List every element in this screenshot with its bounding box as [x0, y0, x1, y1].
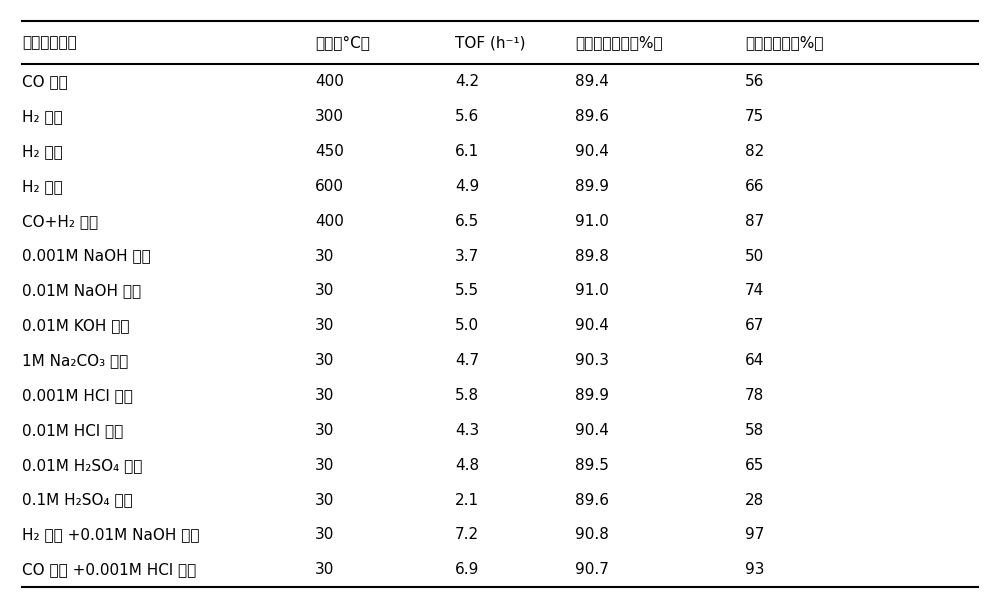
Text: 活性恢复方法: 活性恢复方法	[22, 35, 77, 50]
Text: 90.3: 90.3	[575, 353, 609, 368]
Text: 90.7: 90.7	[575, 563, 609, 577]
Text: 89.9: 89.9	[575, 179, 609, 194]
Text: 4.3: 4.3	[455, 423, 479, 438]
Text: 0.01M KOH 碱洗: 0.01M KOH 碱洗	[22, 319, 130, 333]
Text: 58: 58	[745, 423, 764, 438]
Text: 温度（°C）: 温度（°C）	[315, 35, 370, 50]
Text: CO 还原: CO 还原	[22, 75, 68, 89]
Text: 4.2: 4.2	[455, 75, 479, 89]
Text: 0.01M HCl 酸洗: 0.01M HCl 酸洗	[22, 423, 123, 438]
Text: 6.9: 6.9	[455, 563, 479, 577]
Text: 90.8: 90.8	[575, 528, 609, 542]
Text: H₂ 还原: H₂ 还原	[22, 109, 63, 124]
Text: 89.8: 89.8	[575, 249, 609, 263]
Text: 50: 50	[745, 249, 764, 263]
Text: 90.4: 90.4	[575, 144, 609, 159]
Text: 66: 66	[745, 179, 765, 194]
Text: 30: 30	[315, 319, 334, 333]
Text: 30: 30	[315, 388, 334, 403]
Text: 90.4: 90.4	[575, 423, 609, 438]
Text: 6.1: 6.1	[455, 144, 479, 159]
Text: 5.5: 5.5	[455, 284, 479, 298]
Text: 5.8: 5.8	[455, 388, 479, 403]
Text: 0.01M NaOH 碱洗: 0.01M NaOH 碱洗	[22, 284, 141, 298]
Text: 30: 30	[315, 284, 334, 298]
Text: 67: 67	[745, 319, 764, 333]
Text: 74: 74	[745, 284, 764, 298]
Text: 91.0: 91.0	[575, 284, 609, 298]
Text: 89.6: 89.6	[575, 493, 609, 507]
Text: 91.0: 91.0	[575, 214, 609, 228]
Text: 30: 30	[315, 423, 334, 438]
Text: 450: 450	[315, 144, 344, 159]
Text: 90.4: 90.4	[575, 319, 609, 333]
Text: 30: 30	[315, 353, 334, 368]
Text: 82: 82	[745, 144, 764, 159]
Text: 64: 64	[745, 353, 764, 368]
Text: 活性恢复率（%）: 活性恢复率（%）	[745, 35, 824, 50]
Text: 0.001M HCl 酸洗: 0.001M HCl 酸洗	[22, 388, 133, 403]
Text: H₂ 还原 +0.01M NaOH 碱洗: H₂ 还原 +0.01M NaOH 碱洗	[22, 528, 200, 542]
Text: 87: 87	[745, 214, 764, 228]
Text: 30: 30	[315, 249, 334, 263]
Text: 400: 400	[315, 75, 344, 89]
Text: 30: 30	[315, 458, 334, 472]
Text: 89.9: 89.9	[575, 388, 609, 403]
Text: 97: 97	[745, 528, 764, 542]
Text: CO+H₂ 还原: CO+H₂ 还原	[22, 214, 98, 228]
Text: 0.01M H₂SO₄ 酸洗: 0.01M H₂SO₄ 酸洗	[22, 458, 142, 472]
Text: H₂ 还原: H₂ 还原	[22, 179, 63, 194]
Text: 56: 56	[745, 75, 764, 89]
Text: 30: 30	[315, 528, 334, 542]
Text: 75: 75	[745, 109, 764, 124]
Text: 89.4: 89.4	[575, 75, 609, 89]
Text: H₂ 还原: H₂ 还原	[22, 144, 63, 159]
Text: 30: 30	[315, 563, 334, 577]
Text: 7.2: 7.2	[455, 528, 479, 542]
Text: CO 还原 +0.001M HCl 酸洗: CO 还原 +0.001M HCl 酸洗	[22, 563, 196, 577]
Text: 78: 78	[745, 388, 764, 403]
Text: 89.6: 89.6	[575, 109, 609, 124]
Text: 65: 65	[745, 458, 764, 472]
Text: 4.8: 4.8	[455, 458, 479, 472]
Text: 30: 30	[315, 493, 334, 507]
Text: 苯乙烯选择性（%）: 苯乙烯选择性（%）	[575, 35, 663, 50]
Text: 93: 93	[745, 563, 765, 577]
Text: 3.7: 3.7	[455, 249, 479, 263]
Text: 0.001M NaOH 碱洗: 0.001M NaOH 碱洗	[22, 249, 151, 263]
Text: 6.5: 6.5	[455, 214, 479, 228]
Text: 300: 300	[315, 109, 344, 124]
Text: 0.1M H₂SO₄ 酸洗: 0.1M H₂SO₄ 酸洗	[22, 493, 133, 507]
Text: 5.0: 5.0	[455, 319, 479, 333]
Text: 2.1: 2.1	[455, 493, 479, 507]
Text: 4.7: 4.7	[455, 353, 479, 368]
Text: 28: 28	[745, 493, 764, 507]
Text: 89.5: 89.5	[575, 458, 609, 472]
Text: 4.9: 4.9	[455, 179, 479, 194]
Text: TOF (h⁻¹): TOF (h⁻¹)	[455, 35, 526, 50]
Text: 600: 600	[315, 179, 344, 194]
Text: 400: 400	[315, 214, 344, 228]
Text: 5.6: 5.6	[455, 109, 479, 124]
Text: 1M Na₂CO₃ 碱洗: 1M Na₂CO₃ 碱洗	[22, 353, 128, 368]
